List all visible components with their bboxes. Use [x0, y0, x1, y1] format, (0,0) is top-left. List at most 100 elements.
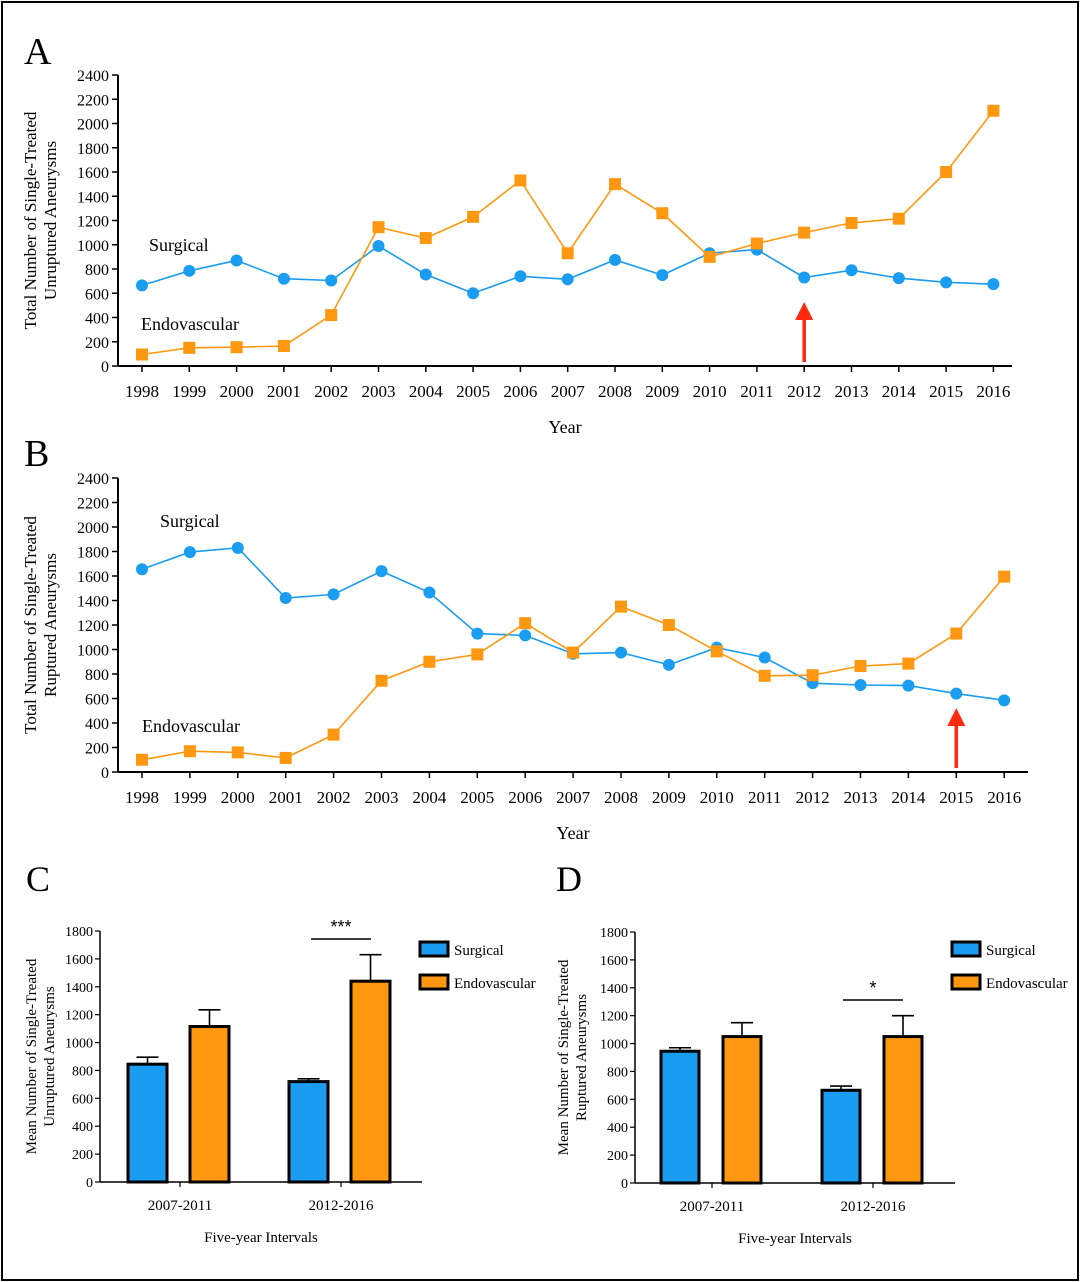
y-tick-label: 1200	[600, 1010, 628, 1025]
point-endovascular	[703, 250, 716, 263]
point-surgical	[325, 274, 338, 287]
y-tick-label: 200	[85, 335, 109, 352]
point-endovascular	[183, 341, 196, 354]
legend-label-endovascular: Endovascular	[454, 976, 536, 992]
y-tick-label: 2000	[77, 520, 109, 537]
x-axis-title: Year	[548, 417, 581, 437]
point-endovascular	[279, 751, 292, 764]
x-axis-title: Five-year Intervals	[204, 1230, 318, 1246]
point-surgical	[419, 268, 432, 281]
y-tick-label: 600	[607, 1093, 628, 1108]
point-endovascular	[758, 669, 771, 682]
x-tick-label: 2006	[508, 788, 542, 807]
y-tick-label: 0	[621, 1177, 628, 1192]
x-tick-label: 2008	[598, 382, 632, 401]
significance-stars: ***	[330, 917, 351, 937]
point-surgical	[892, 272, 905, 285]
point-endovascular	[514, 174, 527, 187]
series-line-endovascular	[141, 576, 1005, 761]
y-tick-label: 1800	[600, 926, 628, 941]
point-endovascular	[892, 212, 905, 225]
y-tick-label: 1400	[600, 982, 628, 997]
y-tick-label: 800	[85, 262, 109, 279]
y-axis-title: Ruptured Aneurysms	[41, 553, 60, 697]
series-label-endovascular: Endovascular	[142, 716, 240, 736]
x-tick-label: 2009	[645, 382, 679, 401]
point-endovascular	[136, 753, 148, 766]
x-tick-label: 2000	[221, 788, 255, 807]
point-endovascular	[419, 232, 432, 245]
panel-c: C 0 200 400 600 800 1000 1200 1400 1600 1800 Mean N…	[24, 859, 536, 1246]
point-endovascular	[950, 627, 963, 640]
point-endovascular	[423, 655, 436, 668]
bar-surgical	[820, 1088, 862, 1185]
panel-d: D 0 200 400 600 800 1000 1200 1400 1600 1800 Mean N…	[556, 859, 1068, 1247]
panel-b: B 0 200 400 600 800 1000 1200 1400 1600 1800 2000 22…	[21, 433, 1028, 843]
x-tick-label: 2012	[796, 788, 830, 807]
y-tick-label: 800	[72, 1064, 93, 1079]
y-tick-label: 1400	[77, 594, 109, 611]
point-surgical	[183, 546, 196, 559]
x-tick-label: 2002	[317, 788, 351, 807]
legend-swatch-endovascular	[418, 973, 450, 991]
y-tick-label: 200	[72, 1148, 93, 1163]
panel-letter: C	[26, 859, 50, 899]
point-surgical	[519, 629, 532, 642]
y-tick-label: 800	[607, 1065, 628, 1080]
point-surgical	[231, 541, 244, 554]
x-tick-label: 2007-2011	[680, 1199, 744, 1215]
y-tick-label: 0	[101, 765, 109, 782]
x-tick-label: 2009	[652, 788, 686, 807]
point-endovascular	[327, 728, 340, 741]
legend-swatch-surgical	[418, 940, 450, 958]
point-surgical	[998, 694, 1011, 707]
y-tick-label: 600	[85, 692, 109, 709]
x-tick-label: 2012-2016	[841, 1199, 906, 1215]
point-surgical	[230, 254, 243, 267]
point-endovascular	[231, 746, 244, 759]
point-surgical	[327, 588, 340, 601]
y-axis-title: Ruptured Aneurysms	[574, 994, 590, 1121]
legend-label-surgical: Surgical	[986, 943, 1036, 959]
point-surgical	[277, 272, 290, 285]
x-tick-label: 2000	[220, 382, 254, 401]
point-surgical	[758, 651, 771, 664]
y-tick-label: 1400	[77, 189, 109, 206]
panel-letter: D	[556, 859, 582, 899]
point-surgical	[615, 646, 627, 659]
bar-endovascular	[349, 979, 392, 1184]
legend-label-endovascular: Endovascular	[986, 976, 1068, 992]
y-axis-title: Unruptured Aneurysms	[41, 141, 60, 300]
point-surgical	[423, 586, 436, 599]
point-endovascular	[561, 247, 574, 260]
point-endovascular	[183, 745, 196, 758]
x-tick-label: 1999	[172, 382, 206, 401]
x-tick-label: 2001	[267, 382, 301, 401]
series-label-endovascular: Endovascular	[141, 314, 239, 334]
x-tick-label: 1998	[125, 788, 159, 807]
x-tick-label: 1998	[125, 382, 159, 401]
y-axis-title: Mean Number of Single-Treated	[556, 959, 572, 1155]
point-surgical	[845, 264, 858, 277]
y-tick-label: 2200	[77, 496, 109, 513]
y-tick-label: 1800	[77, 545, 109, 562]
point-surgical	[854, 679, 867, 692]
y-tick-label: 1200	[65, 1009, 93, 1024]
point-endovascular	[375, 674, 388, 687]
point-surgical	[561, 273, 574, 286]
point-surgical	[183, 264, 196, 277]
y-axis-title: Total Number of Single-Treated	[21, 111, 40, 329]
point-endovascular	[230, 341, 243, 354]
y-tick-label: 0	[86, 1176, 93, 1191]
x-tick-label: 2004	[409, 382, 444, 401]
point-endovascular	[902, 657, 915, 670]
x-tick-label: 2005	[460, 788, 494, 807]
x-tick-label: 1999	[173, 788, 207, 807]
x-tick-label: 2010	[700, 788, 734, 807]
x-tick-label: 2013	[844, 788, 878, 807]
point-endovascular	[940, 166, 953, 178]
point-surgical	[987, 278, 1000, 291]
y-tick-label: 1200	[77, 618, 109, 635]
point-endovascular	[277, 339, 290, 352]
